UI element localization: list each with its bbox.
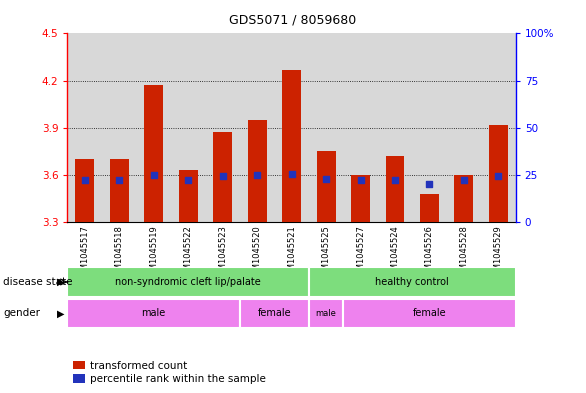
Bar: [247, 120, 267, 222]
Bar: [282, 70, 301, 222]
Bar: [240, 299, 309, 328]
Text: healthy control: healthy control: [376, 277, 449, 287]
Bar: [67, 33, 102, 222]
Point: [356, 177, 365, 184]
Bar: [137, 33, 171, 222]
Point: [149, 172, 158, 178]
Point: [80, 176, 89, 183]
Legend: transformed count, percentile rank within the sample: transformed count, percentile rank withi…: [73, 361, 266, 384]
Bar: [351, 175, 370, 222]
Bar: [489, 125, 508, 222]
Bar: [179, 170, 197, 222]
Text: gender: gender: [3, 309, 40, 318]
Bar: [274, 33, 309, 222]
Bar: [447, 33, 481, 222]
Bar: [309, 267, 516, 297]
Point: [425, 181, 434, 187]
Bar: [205, 33, 240, 222]
Bar: [67, 299, 240, 328]
Point: [183, 177, 193, 184]
Bar: [343, 33, 378, 222]
Bar: [102, 33, 137, 222]
Point: [218, 173, 227, 179]
Bar: [343, 299, 516, 328]
Text: male: male: [316, 309, 336, 318]
Text: male: male: [141, 309, 166, 318]
Bar: [67, 267, 309, 297]
Text: ▶: ▶: [57, 277, 64, 287]
Point: [390, 177, 400, 184]
Bar: [420, 194, 439, 222]
Bar: [386, 156, 404, 222]
Point: [114, 176, 124, 183]
Bar: [110, 159, 128, 222]
Bar: [481, 33, 516, 222]
Text: ▶: ▶: [57, 309, 64, 318]
Point: [287, 171, 296, 177]
Text: GDS5071 / 8059680: GDS5071 / 8059680: [229, 14, 357, 27]
Bar: [240, 33, 274, 222]
Bar: [455, 175, 473, 222]
Bar: [75, 159, 94, 222]
Bar: [316, 151, 336, 222]
Bar: [144, 85, 163, 222]
Bar: [171, 33, 205, 222]
Point: [459, 177, 469, 184]
Point: [494, 173, 503, 179]
Text: non-syndromic cleft lip/palate: non-syndromic cleft lip/palate: [115, 277, 261, 287]
Text: female: female: [413, 309, 447, 318]
Text: disease state: disease state: [3, 277, 73, 287]
Point: [321, 176, 331, 182]
Text: female: female: [257, 309, 291, 318]
Bar: [309, 299, 343, 328]
Bar: [309, 33, 343, 222]
Bar: [412, 33, 447, 222]
Point: [253, 172, 262, 178]
Bar: [378, 33, 412, 222]
Bar: [213, 132, 232, 222]
